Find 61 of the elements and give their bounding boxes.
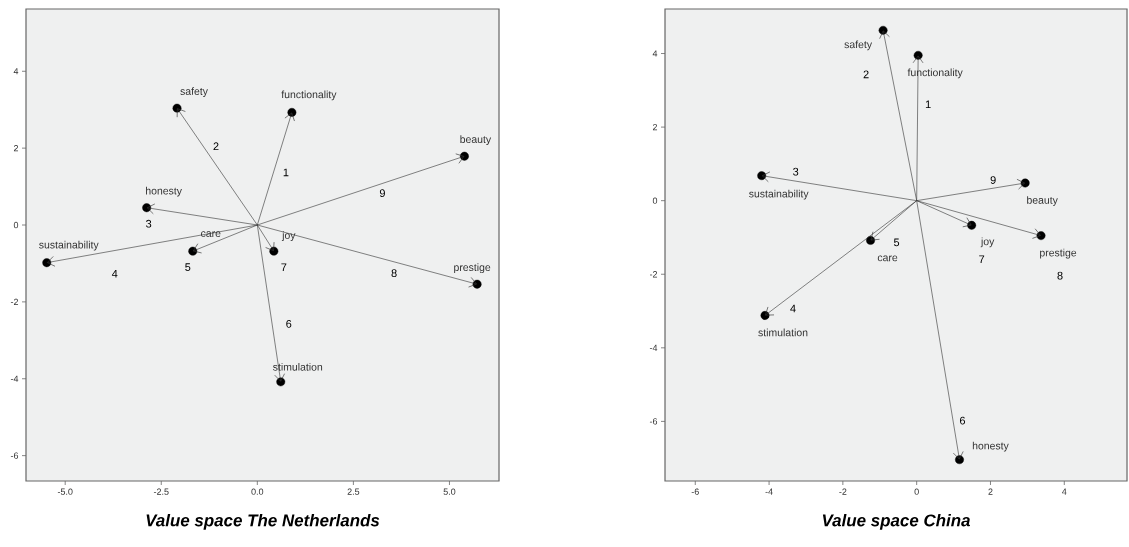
annotation: care [201, 231, 221, 238]
x-tick-label: 0.0 [251, 488, 264, 495]
annotation: honesty [972, 441, 1009, 452]
y-tick-label: 0 [652, 197, 658, 204]
text: Value space The Netherlands [146, 513, 380, 530]
annotation: beauty [1027, 196, 1058, 206]
annotation: 5 [893, 238, 900, 247]
y-tick-label: 2 [13, 145, 19, 152]
annotation: 1 [283, 168, 289, 177]
annotation: sustainability [749, 189, 809, 200]
annotation: safety [180, 87, 208, 98]
annotation: joy [281, 231, 296, 242]
annotation: care [877, 255, 898, 262]
annotation: 1 [925, 100, 931, 109]
annotation: 6 [286, 319, 292, 328]
annotation: prestige [454, 263, 491, 274]
annotation: 4 [111, 269, 118, 278]
y-tick-label: -4 [10, 375, 19, 382]
annotation: 7 [979, 255, 985, 264]
annotation: prestige [1040, 248, 1077, 259]
annotation: 3 [146, 219, 152, 228]
y-tick-label: -2 [10, 298, 19, 306]
annotation: stimulation [273, 362, 323, 371]
x-tick-label: -2.5 [153, 488, 169, 495]
text: Value space China [822, 513, 971, 530]
annotation: 2 [213, 142, 219, 150]
annotation: 6 [960, 416, 966, 425]
annotation: safety [844, 40, 873, 51]
annotation: honesty [146, 186, 182, 197]
y-tick-label: -4 [649, 344, 658, 351]
annotation: 8 [1057, 271, 1063, 280]
x-tick-label: 4 [1061, 488, 1067, 495]
annotation: beauty [460, 135, 492, 146]
annotation: 5 [185, 263, 191, 271]
x-tick-label: -5.0 [57, 488, 73, 495]
annotation: 4 [790, 304, 796, 313]
annotation: 9 [379, 189, 385, 198]
annotation: functionality [907, 68, 963, 79]
x-tick-label: -4 [765, 488, 773, 495]
y-tick-label: 2 [652, 123, 658, 131]
annotation: 3 [793, 167, 799, 176]
x-tick-label: 2.5 [347, 488, 360, 495]
y-tick-label: 0 [13, 221, 19, 229]
x-tick-label: 2 [988, 488, 993, 495]
annotation: 2 [863, 70, 869, 79]
y-tick-label: -6 [649, 418, 658, 425]
annotation: joy [980, 237, 995, 248]
y-tick-label: -2 [649, 271, 658, 278]
annotation: 7 [281, 263, 287, 271]
x-tick-label: 0 [914, 488, 919, 495]
y-tick-label: 4 [652, 50, 658, 57]
x-tick-label: -6 [691, 488, 699, 495]
y-tick-label: -6 [10, 452, 19, 459]
annotation: stimulation [758, 328, 808, 337]
annotation: 9 [990, 176, 996, 184]
x-tick-label: 5.0 [443, 488, 456, 495]
annotation: 8 [391, 269, 397, 278]
annotation: sustainability [39, 240, 99, 251]
annotation: functionality [281, 90, 337, 101]
y-tick-label: 4 [13, 68, 19, 75]
x-tick-label: -2 [839, 488, 847, 495]
